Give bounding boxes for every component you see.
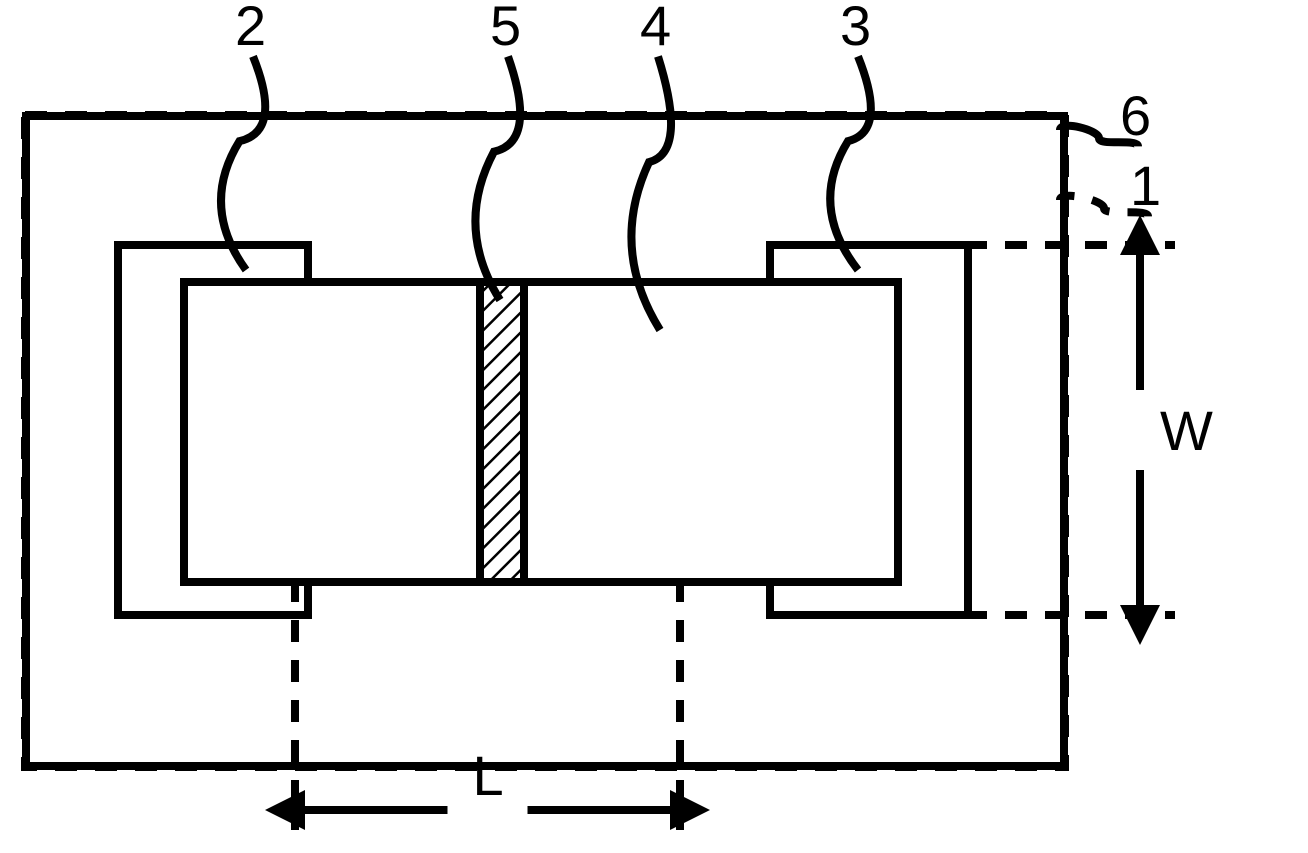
callout-label-4: 4	[640, 0, 671, 57]
l-label: L	[473, 744, 504, 807]
w-label: W	[1160, 399, 1213, 462]
channel-4	[184, 282, 898, 582]
callout-label-1: 1	[1130, 154, 1161, 217]
callout-label-6: 6	[1120, 84, 1151, 147]
callout-label-2: 2	[235, 0, 266, 57]
callout-label-3: 3	[840, 0, 871, 57]
callout-label-5: 5	[490, 0, 521, 57]
svg-layer: W L 2 5 4 3 6 1	[0, 0, 1308, 853]
strip-5-hatched	[480, 282, 524, 582]
diagram-canvas: W L 2 5 4 3 6 1	[0, 0, 1308, 853]
